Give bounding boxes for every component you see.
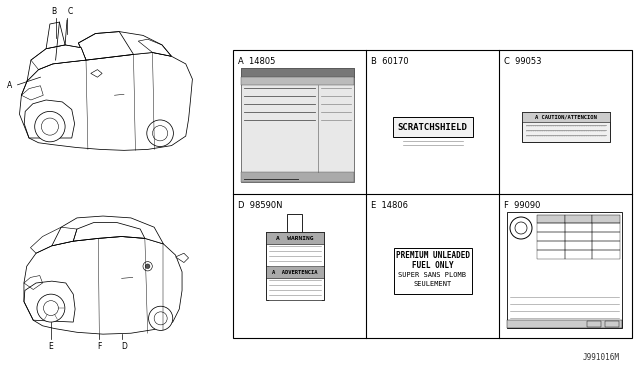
Text: A: A <box>6 81 12 90</box>
Text: B: B <box>51 7 56 16</box>
Bar <box>266 232 323 300</box>
Bar <box>394 248 472 294</box>
Bar <box>605 321 619 327</box>
Bar <box>241 77 354 85</box>
Bar <box>241 172 354 182</box>
Text: SEULEMENT: SEULEMENT <box>413 281 452 287</box>
Bar <box>287 214 302 232</box>
Text: SCRATCHSHIELD: SCRATCHSHIELD <box>397 122 467 131</box>
Text: FUEL ONLY: FUEL ONLY <box>412 260 453 269</box>
Bar <box>587 321 601 327</box>
Text: J991016M: J991016M <box>583 353 620 362</box>
PathPatch shape <box>46 22 65 49</box>
Bar <box>593 241 620 250</box>
Bar <box>392 117 472 137</box>
Text: E  14806: E 14806 <box>371 201 408 210</box>
Bar <box>241 68 354 77</box>
PathPatch shape <box>78 32 172 60</box>
Bar <box>522 112 609 122</box>
Bar <box>564 232 593 241</box>
Text: A  WARNING: A WARNING <box>276 235 313 241</box>
Bar <box>507 320 622 328</box>
Bar <box>564 241 593 250</box>
Text: SUPER SANS PLOMB: SUPER SANS PLOMB <box>399 272 467 278</box>
PathPatch shape <box>175 253 189 263</box>
Bar <box>537 232 564 241</box>
Bar <box>507 212 622 328</box>
Text: F: F <box>97 341 102 350</box>
Bar <box>537 250 564 259</box>
Text: C  99053: C 99053 <box>504 57 541 66</box>
Bar <box>537 241 564 250</box>
Text: A  ADVERTENCIA: A ADVERTENCIA <box>272 269 317 275</box>
Text: D  98590N: D 98590N <box>238 201 282 210</box>
PathPatch shape <box>24 237 182 334</box>
PathPatch shape <box>52 216 163 246</box>
Bar <box>241 68 354 182</box>
Bar <box>266 266 323 278</box>
Circle shape <box>37 294 65 322</box>
Text: F  99090: F 99090 <box>504 201 540 210</box>
Bar <box>564 250 593 259</box>
Text: A  14805: A 14805 <box>238 57 275 66</box>
Text: E: E <box>49 341 53 350</box>
Text: B  60170: B 60170 <box>371 57 408 66</box>
Text: D: D <box>122 341 127 350</box>
Bar <box>564 223 593 232</box>
Bar <box>233 50 632 338</box>
Bar <box>537 223 564 232</box>
Bar <box>593 250 620 259</box>
Text: C: C <box>67 7 72 16</box>
Text: A CAUTION/ATTENCION: A CAUTION/ATTENCION <box>534 115 596 119</box>
Bar <box>593 232 620 241</box>
Bar <box>537 215 564 223</box>
Circle shape <box>148 306 173 330</box>
Bar <box>564 215 593 223</box>
Circle shape <box>35 111 65 142</box>
PathPatch shape <box>27 45 86 81</box>
PathPatch shape <box>91 70 102 77</box>
Bar <box>593 215 620 223</box>
Bar <box>593 223 620 232</box>
Circle shape <box>147 120 173 147</box>
Circle shape <box>145 264 150 269</box>
Bar <box>266 232 323 244</box>
Bar <box>522 112 609 142</box>
PathPatch shape <box>19 52 193 150</box>
Text: PREMIUM UNLEADED: PREMIUM UNLEADED <box>396 251 470 260</box>
